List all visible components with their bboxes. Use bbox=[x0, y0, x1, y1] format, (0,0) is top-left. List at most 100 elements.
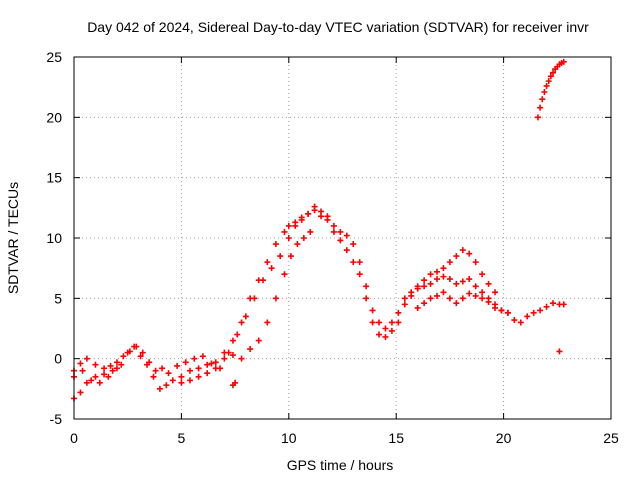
data-point bbox=[169, 377, 176, 384]
data-point bbox=[498, 307, 505, 314]
y-tick-label: 15 bbox=[46, 170, 62, 186]
data-point bbox=[541, 88, 548, 95]
data-point bbox=[268, 265, 275, 272]
data-point bbox=[421, 300, 428, 307]
data-point bbox=[318, 208, 325, 215]
data-point bbox=[195, 373, 202, 380]
data-point bbox=[421, 283, 428, 290]
x-axis-label: GPS time / hours bbox=[287, 457, 394, 473]
data-point bbox=[281, 228, 288, 235]
data-point bbox=[434, 292, 441, 299]
y-tick-label: 10 bbox=[46, 230, 62, 246]
data-point bbox=[204, 370, 211, 377]
data-point bbox=[272, 295, 279, 302]
data-point bbox=[242, 313, 249, 320]
data-point bbox=[363, 295, 370, 302]
data-point bbox=[113, 359, 120, 366]
data-point bbox=[543, 303, 550, 310]
data-point bbox=[459, 247, 466, 254]
data-point bbox=[492, 289, 499, 296]
data-point bbox=[191, 355, 198, 362]
data-point bbox=[337, 237, 344, 244]
data-point bbox=[126, 348, 133, 355]
data-point bbox=[225, 349, 232, 356]
data-point bbox=[113, 365, 120, 372]
series-track-c bbox=[71, 228, 511, 386]
data-point bbox=[178, 379, 185, 386]
data-point bbox=[118, 361, 125, 368]
data-point bbox=[427, 271, 434, 278]
data-point bbox=[492, 304, 499, 311]
data-point bbox=[343, 247, 350, 254]
data-point bbox=[440, 265, 447, 272]
series-track-a bbox=[71, 207, 567, 402]
data-point bbox=[251, 295, 258, 302]
series-late-segment bbox=[534, 58, 567, 121]
x-tick-label: 5 bbox=[178, 430, 186, 446]
data-point bbox=[92, 361, 99, 368]
data-point bbox=[530, 309, 537, 316]
data-point bbox=[440, 289, 447, 296]
data-point bbox=[369, 319, 376, 326]
data-point bbox=[83, 355, 90, 362]
data-point bbox=[427, 295, 434, 302]
data-point bbox=[287, 253, 294, 260]
data-point bbox=[150, 373, 157, 380]
data-point bbox=[363, 283, 370, 290]
data-point bbox=[238, 319, 245, 326]
x-tick-label: 15 bbox=[388, 430, 404, 446]
data-point bbox=[547, 73, 554, 80]
data-point bbox=[305, 210, 312, 217]
data-point bbox=[560, 301, 567, 308]
data-point bbox=[221, 355, 228, 362]
data-point bbox=[212, 359, 219, 366]
data-point bbox=[337, 228, 344, 235]
data-point bbox=[369, 307, 376, 314]
data-point bbox=[556, 348, 563, 355]
y-tick-label: 25 bbox=[46, 49, 62, 65]
data-point bbox=[446, 259, 453, 266]
data-point bbox=[79, 367, 86, 374]
data-point bbox=[459, 295, 466, 302]
data-point bbox=[446, 295, 453, 302]
data-point bbox=[395, 309, 402, 316]
data-point bbox=[350, 241, 357, 248]
data-point bbox=[511, 317, 518, 324]
data-point bbox=[485, 298, 492, 305]
data-point bbox=[264, 319, 271, 326]
data-point bbox=[453, 300, 460, 307]
data-point bbox=[300, 235, 307, 241]
data-point bbox=[539, 96, 546, 103]
y-tick-label: -5 bbox=[50, 411, 63, 427]
data-point bbox=[472, 259, 479, 266]
data-point bbox=[208, 360, 215, 367]
data-point bbox=[105, 373, 112, 380]
data-point bbox=[517, 319, 524, 326]
data-point bbox=[388, 327, 395, 334]
data-point bbox=[414, 283, 421, 290]
data-point bbox=[479, 271, 486, 278]
data-point bbox=[414, 304, 421, 311]
data-point bbox=[485, 280, 492, 287]
data-point bbox=[133, 343, 140, 350]
data-point bbox=[137, 353, 144, 360]
data-point bbox=[466, 250, 473, 257]
data-point bbox=[182, 359, 189, 366]
data-point bbox=[152, 367, 159, 374]
data-point bbox=[311, 203, 318, 210]
data-point bbox=[524, 313, 531, 320]
data-point bbox=[479, 295, 486, 302]
data-point bbox=[163, 382, 170, 389]
data-point bbox=[408, 289, 415, 296]
data-point bbox=[199, 353, 206, 360]
data-point bbox=[472, 292, 479, 299]
data-point bbox=[159, 365, 166, 372]
series-outliers bbox=[229, 348, 563, 389]
data-point bbox=[107, 362, 114, 369]
data-point bbox=[395, 319, 402, 326]
data-point bbox=[92, 373, 99, 380]
x-tick-label: 25 bbox=[603, 430, 619, 446]
data-point bbox=[466, 276, 473, 283]
data-point bbox=[307, 228, 314, 235]
data-point bbox=[165, 370, 172, 377]
